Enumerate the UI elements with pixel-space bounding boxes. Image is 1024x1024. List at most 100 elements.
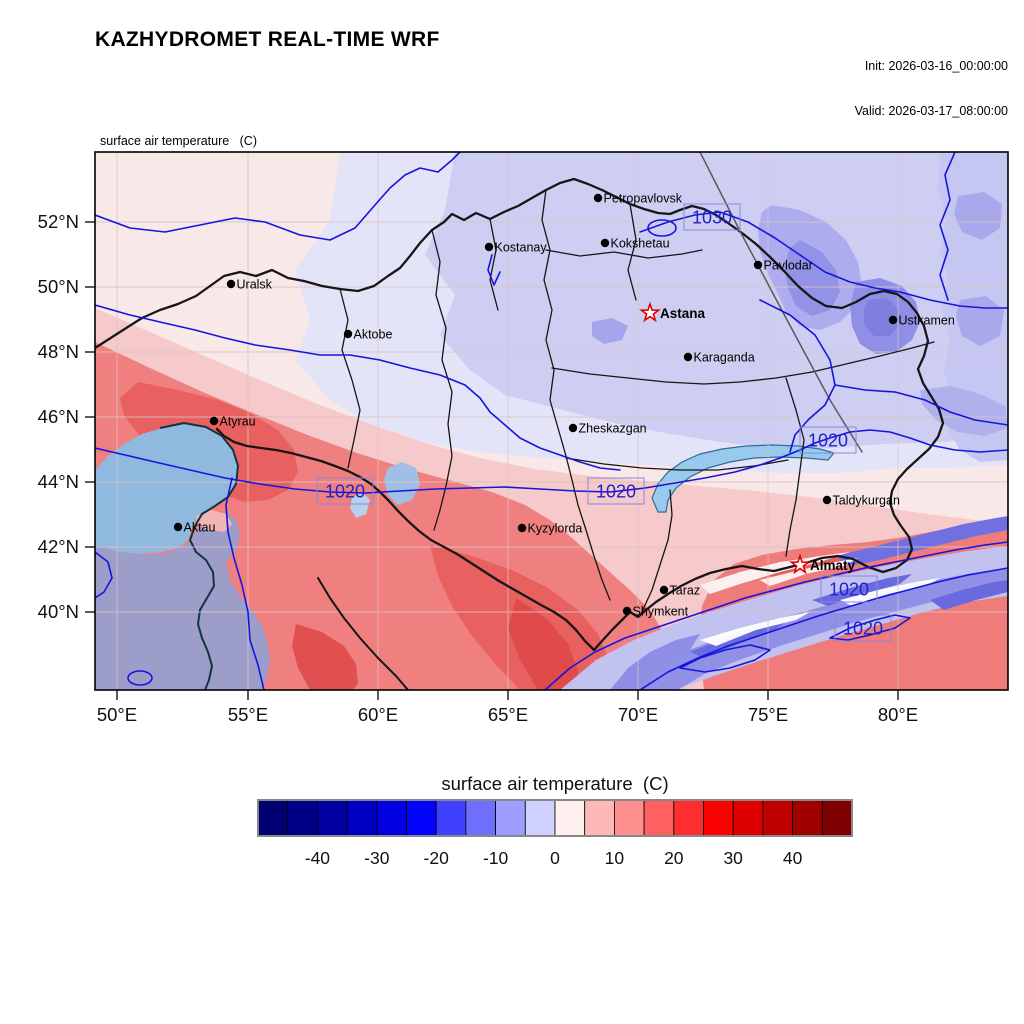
colorbar-tick-label: 20: [664, 848, 684, 868]
colorbar-tick-label: 0: [550, 848, 560, 868]
city-marker: Almaty: [789, 553, 856, 575]
y-tick-label: 42°N: [38, 536, 79, 557]
x-tick-label: 65°E: [488, 704, 528, 725]
city-dot-icon: [622, 606, 632, 616]
pressure-contours: [95, 152, 1008, 690]
map-frame: [94, 151, 1009, 691]
colorbar-cell: [495, 799, 526, 837]
y-axis: 52°N 50°N 48°N 46°N 44°N 42°N 40°N: [38, 211, 95, 622]
cities-layer: Petropavlovsk Kostanay Kokshetau Pavlodar Ur…: [173, 192, 955, 619]
colorbar-tick-label: -20: [424, 848, 450, 868]
y-tick-label: 46°N: [38, 406, 79, 427]
city-dot-icon: [173, 522, 183, 532]
city-label: Petropavlovsk: [604, 192, 683, 206]
city-marker: Shymkent: [622, 605, 689, 619]
colorbar-cell: [346, 799, 378, 837]
subtitle-temperature: surface air temperature (C): [100, 134, 257, 148]
city-dot-icon: [484, 242, 494, 252]
pressure-label-box: [799, 426, 857, 454]
pressure-label-text: 1020: [829, 580, 869, 600]
pressure-label-box: [316, 477, 374, 505]
pressure-label-text: 1020: [843, 619, 883, 639]
city-marker: Kostanay: [484, 241, 547, 255]
x-tick-label: 75°E: [748, 704, 788, 725]
y-tick-label: 44°N: [38, 471, 79, 492]
city-dot-icon: [753, 260, 763, 270]
city-dot-icon: [888, 315, 898, 325]
city-label: Zheskazgan: [579, 422, 647, 436]
pressure-label: 1020: [820, 575, 878, 603]
x-axis: 50°E 55°E 60°E 65°E 70°E 75°E 80°E: [97, 690, 918, 725]
capital-star-icon: [789, 553, 811, 575]
pressure-label-box: [820, 575, 878, 603]
city-label: Karaganda: [694, 351, 755, 365]
colorbar-tick-label: 40: [783, 848, 803, 868]
colorbar-cell: [703, 799, 734, 837]
pressure-label-box: [587, 477, 645, 505]
colorbar-cell: [614, 799, 645, 837]
city-dot-icon: [822, 495, 832, 505]
x-tick-label: 80°E: [878, 704, 918, 725]
city-label: Pavlodar: [764, 259, 813, 273]
pressure-label-box: [683, 203, 741, 231]
pressure-label-text: 1020: [808, 431, 848, 451]
colorbar-tick-label: -10: [483, 848, 509, 868]
city-marker: Aktobe: [343, 328, 392, 342]
colorbar-tick-label: 10: [605, 848, 625, 868]
y-tick-label: 50°N: [38, 276, 79, 297]
init-time: Init: 2026-03-16_00:00:00: [864, 59, 1008, 73]
x-tick-label: 70°E: [618, 704, 658, 725]
city-dot-icon: [683, 352, 693, 362]
city-label: Astana: [660, 306, 706, 321]
city-marker: Taraz: [659, 584, 701, 598]
colorbar-cell: [762, 799, 794, 837]
city-dot-icon: [343, 329, 353, 339]
city-label: Kyzylorda: [528, 522, 583, 536]
city-label: Atyrau: [220, 415, 256, 429]
pressure-label-text: 1030: [692, 208, 732, 228]
colorbar-cell: [792, 799, 823, 837]
pressure-label: 1030: [683, 203, 741, 231]
mountain-band: [560, 516, 1008, 690]
city-marker: Zheskazgan: [568, 422, 647, 436]
x-tick-label: 50°E: [97, 704, 137, 725]
city-dot-icon: [517, 523, 527, 533]
pressure-label: 1020: [799, 426, 857, 454]
city-dot-icon: [226, 279, 236, 289]
city-marker: Atyrau: [209, 415, 256, 429]
city-dot-icon: [593, 193, 603, 203]
city-marker: Petropavlovsk: [593, 192, 683, 206]
colorbar-cell: [554, 799, 586, 837]
city-marker: Astana: [639, 301, 706, 323]
city-dot-icon: [568, 423, 578, 433]
city-label: Taldykurgan: [833, 494, 900, 508]
city-dot-icon: [659, 585, 669, 595]
y-tick-label: 52°N: [38, 211, 79, 232]
city-label: Taraz: [670, 584, 701, 598]
colorbar-cell: [316, 799, 348, 837]
pressure-label: 1020: [834, 614, 892, 642]
colorbar-cell: [732, 799, 764, 837]
pressure-label: 1020: [316, 477, 374, 505]
city-label: Shymkent: [633, 605, 689, 619]
colorbar-cell: [465, 799, 496, 837]
city-label: Almaty: [810, 558, 856, 573]
colorbar-frame: [257, 799, 853, 837]
colorbar-cell: [406, 799, 437, 837]
colorbar-tick-label: -30: [364, 848, 390, 868]
valid-time: Valid: 2026-03-17_08:00:00: [854, 104, 1008, 118]
kazakhstan-borders: [95, 152, 945, 690]
colorbar: surface air temperature (C) -40 -30 -20 -10…: [257, 773, 853, 868]
colorbar-tick-label: 30: [723, 848, 743, 868]
colorbar-cell: [435, 799, 467, 837]
colorbar-cell: [821, 799, 853, 837]
city-label: Uralsk: [237, 278, 273, 292]
pressure-labels-layer: 1030 1020 1020 1020 1020 1020: [316, 203, 892, 642]
pressure-label-box: [834, 614, 892, 642]
x-tick-label: 60°E: [358, 704, 398, 725]
colorbar-cell: [643, 799, 675, 837]
city-dot-icon: [600, 238, 610, 248]
pressure-label-text: 1020: [325, 482, 365, 502]
colorbar-title: surface air temperature (C): [441, 773, 668, 794]
